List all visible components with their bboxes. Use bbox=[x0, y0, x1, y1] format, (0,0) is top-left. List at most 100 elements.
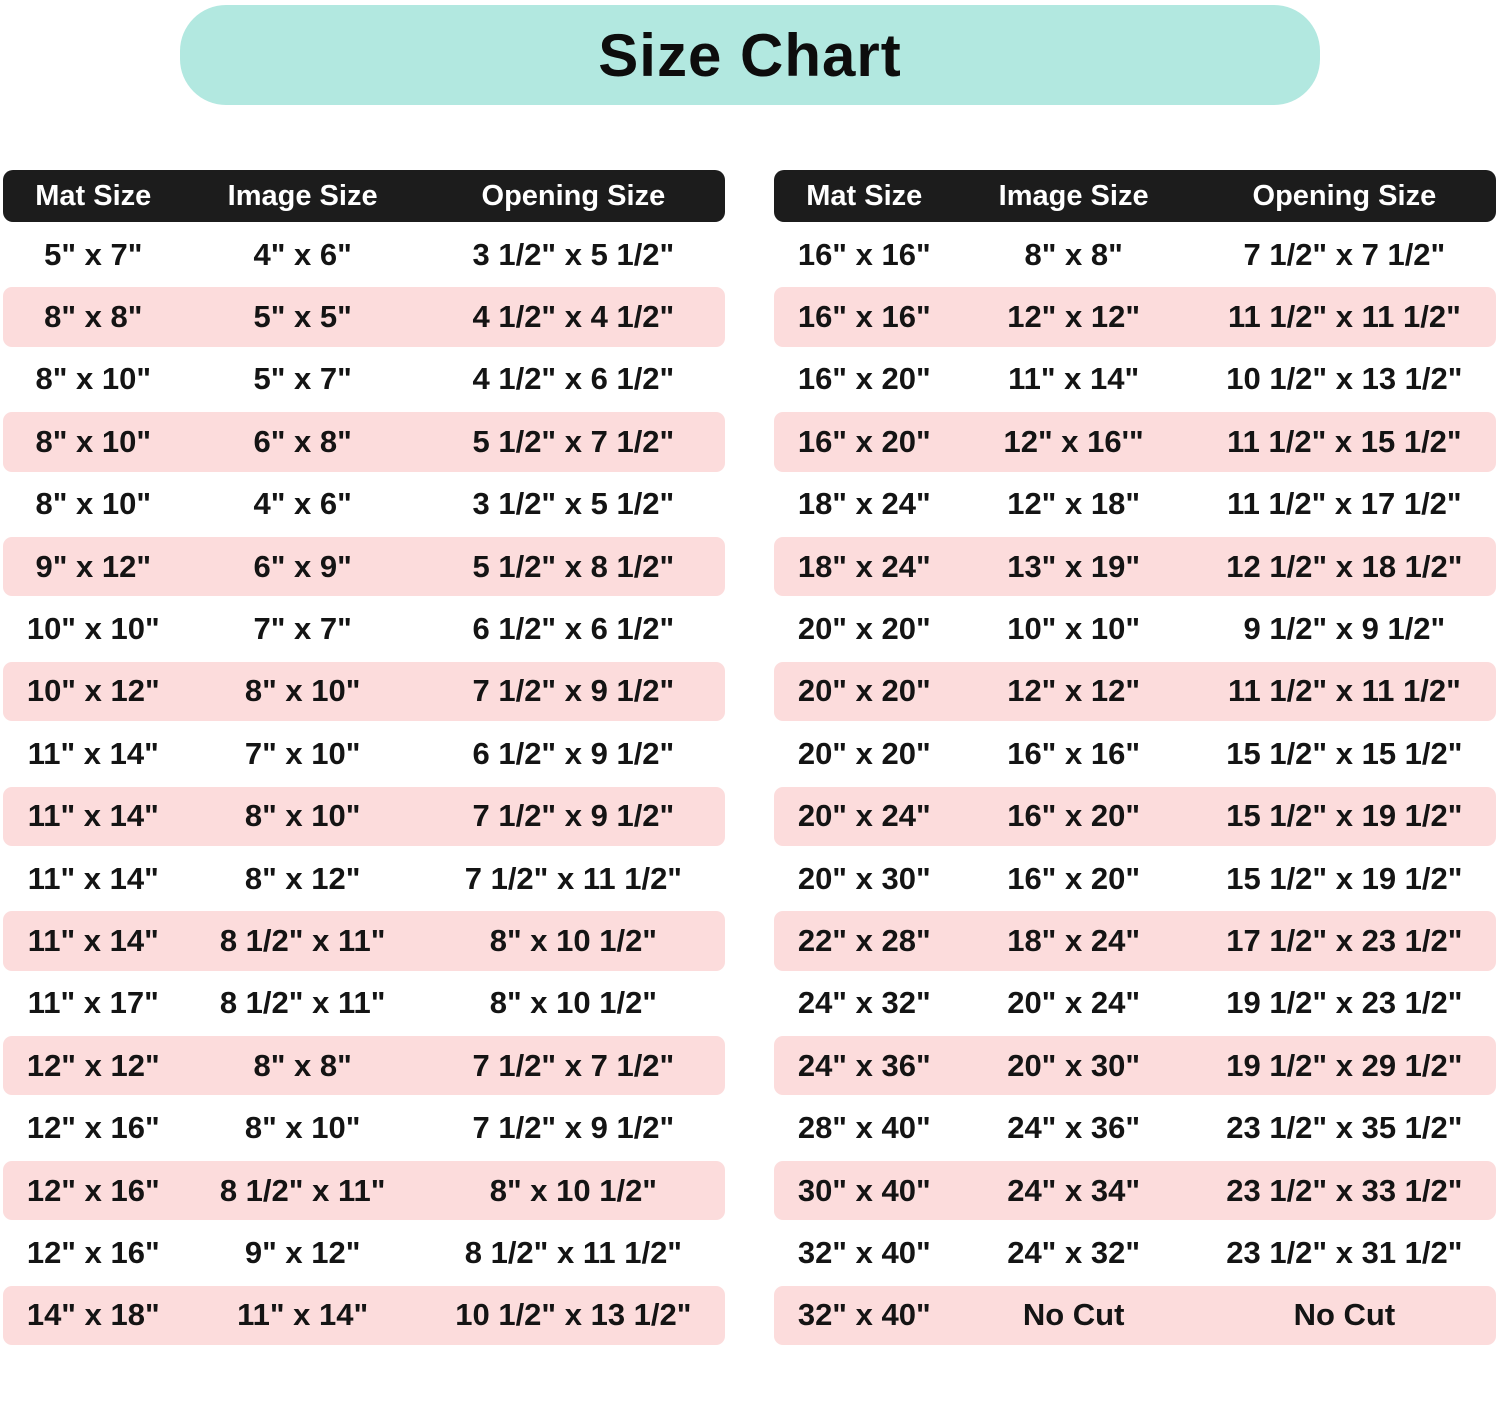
table-cell: 12" x 16" bbox=[26, 1234, 160, 1270]
table-cell: 8 1/2" x 11" bbox=[219, 985, 386, 1021]
table-cell: 15 1/2" x 19 1/2" bbox=[1226, 798, 1463, 834]
table-cell: 7 1/2" x 9 1/2" bbox=[472, 673, 675, 709]
table-cell: 8" x 10 1/2" bbox=[489, 922, 658, 958]
table-cell: 16" x 16" bbox=[797, 299, 931, 335]
table-cell: 30" x 40" bbox=[797, 1172, 931, 1208]
table-cell: 11" x 17" bbox=[27, 985, 159, 1021]
table-cell: 20" x 20" bbox=[797, 611, 931, 647]
table-row: 20" x 30" 16" x 20" 15 1/2" x 19 1/2" bbox=[774, 849, 1496, 908]
table-cell: 24" x 32" bbox=[1007, 1234, 1141, 1270]
table-cell: 10" x 10" bbox=[26, 611, 160, 647]
table-cell: 11" x 14" bbox=[27, 860, 159, 896]
table-cell: 16" x 20" bbox=[1007, 860, 1141, 896]
table-row: 8" x 10" 5" x 7" 4 1/2" x 6 1/2" bbox=[3, 350, 725, 409]
table-cell: 20" x 24" bbox=[797, 798, 931, 834]
table-row: 8" x 10" 6" x 8" 5 1/2" x 7 1/2" bbox=[3, 412, 725, 472]
table-cell: 19 1/2" x 29 1/2" bbox=[1226, 1047, 1463, 1083]
table-cell: 3 1/2" x 5 1/2" bbox=[472, 486, 675, 522]
table-cell: 11 1/2" x 17 1/2" bbox=[1227, 486, 1462, 522]
table-cell: 10 1/2" x 13 1/2" bbox=[455, 1297, 692, 1333]
table-cell: 5 1/2" x 8 1/2" bbox=[472, 548, 675, 584]
table-cell: 8" x 8" bbox=[44, 299, 143, 335]
table-cell: 4 1/2" x 6 1/2" bbox=[472, 361, 675, 397]
table-cell: 20" x 30" bbox=[1007, 1047, 1141, 1083]
column-header: Mat Size bbox=[806, 179, 923, 212]
table-cell: 16" x 16" bbox=[797, 236, 931, 272]
page-title: Size Chart bbox=[598, 21, 902, 89]
table-cell: 11" x 14" bbox=[27, 735, 159, 771]
table-row: 11" x 14" 8" x 10" 7 1/2" x 9 1/2" bbox=[3, 786, 725, 846]
table-row: 11" x 14" 8" x 12" 7 1/2" x 11 1/2" bbox=[3, 849, 725, 908]
table-row: 24" x 36" 20" x 30" 19 1/2" x 29 1/2" bbox=[774, 1036, 1496, 1096]
table-cell: 23 1/2" x 31 1/2" bbox=[1226, 1234, 1463, 1270]
table-row: 10" x 10" 7" x 7" 6 1/2" x 6 1/2" bbox=[3, 599, 725, 658]
table-cell: 32" x 40" bbox=[797, 1234, 931, 1270]
tables-container: Mat Size Image Size Opening Size 5" x 7" 4" … bbox=[3, 170, 1496, 1348]
table-row: 20" x 20" 10" x 10" 9 1/2" x 9 1/2" bbox=[774, 599, 1496, 658]
table-cell: 11 1/2" x 11 1/2" bbox=[1227, 299, 1461, 335]
size-chart-banner: Size Chart bbox=[180, 5, 1320, 105]
table-row: 16" x 16" 8" x 8" 7 1/2" x 7 1/2" bbox=[774, 225, 1496, 284]
column-header: Mat Size bbox=[35, 179, 152, 212]
table-row: 9" x 12" 6" x 9" 5 1/2" x 8 1/2" bbox=[3, 536, 725, 597]
table-row: 32" x 40" No Cut No Cut bbox=[774, 1285, 1496, 1346]
table-cell: 23 1/2" x 35 1/2" bbox=[1226, 1110, 1463, 1146]
table-cell: 11" x 14" bbox=[237, 1297, 369, 1333]
table-cell: 17 1/2" x 23 1/2" bbox=[1226, 922, 1463, 958]
table-row: 12" x 16" 9" x 12" 8 1/2" x 11 1/2" bbox=[3, 1223, 725, 1282]
table-row: 20" x 24" 16" x 20" 15 1/2" x 19 1/2" bbox=[774, 786, 1496, 846]
table-cell: 12 1/2" x 18 1/2" bbox=[1226, 548, 1463, 584]
table-cell: 3 1/2" x 5 1/2" bbox=[472, 236, 675, 272]
table-cell: 16" x 20" bbox=[797, 361, 931, 397]
table-row: 20" x 20" 16" x 16" 15 1/2" x 15 1/2" bbox=[774, 724, 1496, 783]
table-cell: 24" x 36" bbox=[1007, 1110, 1141, 1146]
table-row: 11" x 17" 8 1/2" x 11" 8" x 10 1/2" bbox=[3, 974, 725, 1033]
table-cell: 6 1/2" x 6 1/2" bbox=[472, 611, 675, 647]
table-row: 30" x 40" 24" x 34" 23 1/2" x 33 1/2" bbox=[774, 1160, 1496, 1221]
table-header-row: Mat Size Image Size Opening Size bbox=[774, 170, 1496, 222]
table-cell: 6" x 9" bbox=[253, 548, 352, 584]
table-cell: 8" x 10" bbox=[244, 1110, 361, 1146]
table-row: 16" x 20" 12" x 16'" 11 1/2" x 15 1/2" bbox=[774, 412, 1496, 472]
column-header: Opening Size bbox=[1252, 179, 1437, 212]
table-cell: 15 1/2" x 19 1/2" bbox=[1226, 860, 1463, 896]
table-cell: 4 1/2" x 4 1/2" bbox=[472, 299, 675, 335]
table-cell: 8" x 10 1/2" bbox=[489, 1172, 658, 1208]
column-header: Image Size bbox=[227, 179, 378, 212]
table-row: 8" x 10" 4" x 6" 3 1/2" x 5 1/2" bbox=[3, 475, 725, 534]
table-row: 5" x 7" 4" x 6" 3 1/2" x 5 1/2" bbox=[3, 225, 725, 284]
table-row: 14" x 18" 11" x 14" 10 1/2" x 13 1/2" bbox=[3, 1285, 725, 1346]
table-cell: 12" x 18" bbox=[1007, 486, 1141, 522]
table-cell: 18" x 24" bbox=[797, 486, 931, 522]
table-row: 16" x 20" 11" x 14" 10 1/2" x 13 1/2" bbox=[774, 350, 1496, 409]
table-cell: 8" x 10 1/2" bbox=[489, 985, 658, 1021]
table-cell: 8 1/2" x 11" bbox=[219, 1172, 386, 1208]
table-row: 12" x 16" 8" x 10" 7 1/2" x 9 1/2" bbox=[3, 1098, 725, 1157]
table-cell: 7 1/2" x 9 1/2" bbox=[472, 1110, 675, 1146]
table-cell: 9 1/2" x 9 1/2" bbox=[1243, 611, 1446, 647]
table-row: 32" x 40" 24" x 32" 23 1/2" x 31 1/2" bbox=[774, 1223, 1496, 1282]
table-cell: 24" x 36" bbox=[797, 1047, 931, 1083]
table-cell: 11" x 14" bbox=[27, 922, 159, 958]
table-cell: No Cut bbox=[1022, 1297, 1125, 1333]
table-cell: 16" x 20" bbox=[797, 423, 931, 459]
table-cell: 10" x 12" bbox=[26, 673, 160, 709]
table-cell: 32" x 40" bbox=[797, 1297, 931, 1333]
table-row: 28" x 40" 24" x 36" 23 1/2" x 35 1/2" bbox=[774, 1098, 1496, 1157]
table-cell: 8" x 10" bbox=[35, 423, 152, 459]
table-cell: 20" x 24" bbox=[1007, 985, 1141, 1021]
table-cell: 8" x 8" bbox=[1024, 236, 1123, 272]
table-cell: 6 1/2" x 9 1/2" bbox=[472, 735, 675, 771]
table-cell: 16" x 20" bbox=[1007, 798, 1141, 834]
table-row: 18" x 24" 12" x 18" 11 1/2" x 17 1/2" bbox=[774, 475, 1496, 534]
column-header: Opening Size bbox=[481, 179, 666, 212]
table-cell: 12" x 16'" bbox=[1003, 423, 1144, 459]
table-row: 12" x 12" 8" x 8" 7 1/2" x 7 1/2" bbox=[3, 1036, 725, 1096]
table-cell: 20" x 20" bbox=[797, 735, 931, 771]
table-cell: 10" x 10" bbox=[1007, 611, 1141, 647]
table-cell: 7" x 10" bbox=[244, 735, 361, 771]
table-cell: 11" x 14" bbox=[1008, 361, 1140, 397]
table-row: 11" x 14" 7" x 10" 6 1/2" x 9 1/2" bbox=[3, 724, 725, 783]
table-cell: 11" x 14" bbox=[27, 798, 159, 834]
table-cell: 12" x 16" bbox=[26, 1172, 160, 1208]
